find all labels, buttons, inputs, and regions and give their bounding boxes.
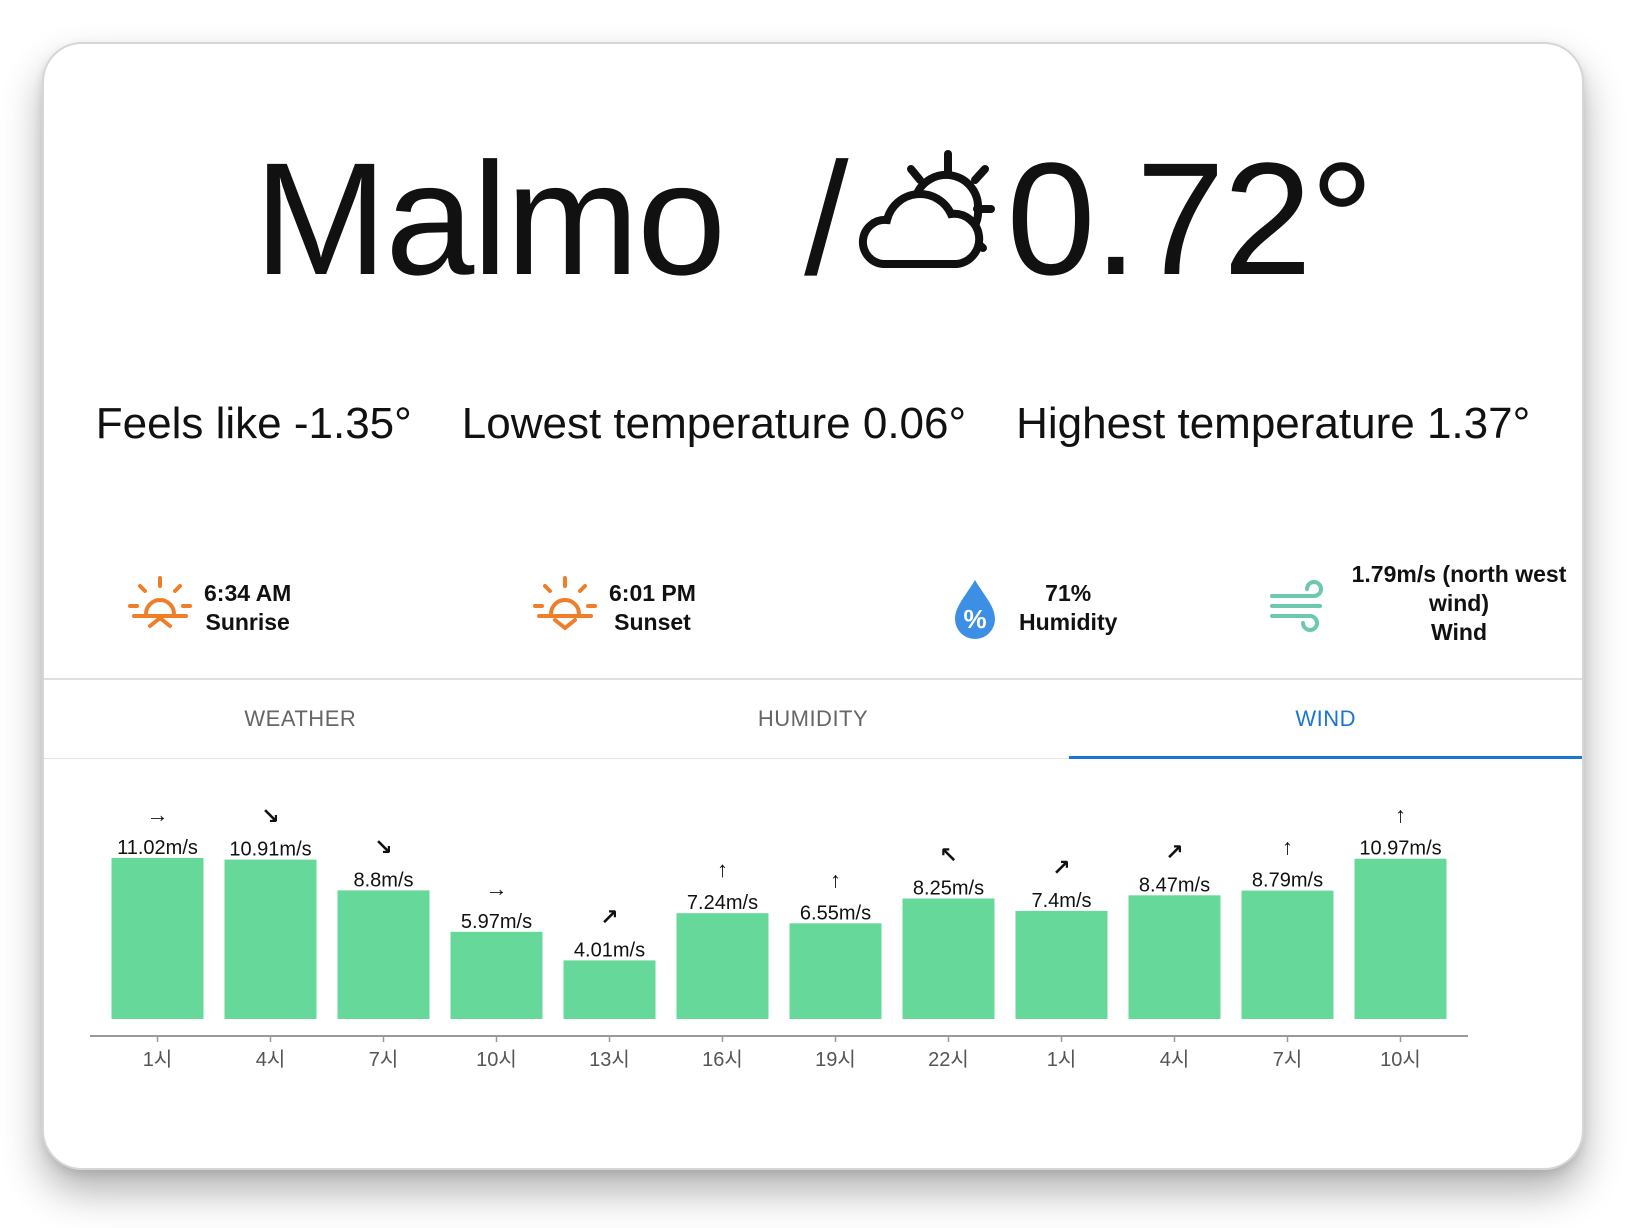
svg-text:%: % <box>963 604 986 634</box>
bar-value-label: 8.79m/s <box>1252 870 1323 892</box>
sunrise-stat: 6:34 AM Sunrise <box>124 572 291 644</box>
wind-direction-arrow: ↑ <box>717 857 728 882</box>
headline-separator: / <box>804 129 848 308</box>
wind-direction-arrow: → <box>147 802 169 827</box>
tab-humidity[interactable]: HUMIDITY <box>757 706 869 731</box>
bar-value-label: 6.55m/s <box>800 902 871 924</box>
wind-direction-arrow: ↗ <box>1165 839 1183 864</box>
wind-bar <box>676 913 769 1019</box>
humidity-drop-icon: % <box>955 580 995 639</box>
bar-value-label: 8.47m/s <box>1139 874 1210 896</box>
sunset-stat: 6:01 PM Sunset <box>529 572 696 644</box>
stats-row: 6:34 AM Sunrise 6:01 PM Sunset <box>44 561 1582 662</box>
x-tick-label: 4시 <box>256 1049 286 1071</box>
bar-value-label: 5.97m/s <box>461 911 532 933</box>
wind-label: Wind <box>1431 619 1487 645</box>
bar-value-label: 8.8m/s <box>353 869 413 891</box>
wind-direction-arrow: ↘ <box>261 804 279 829</box>
wind-bar <box>1241 890 1334 1019</box>
wind-bar <box>111 858 204 1019</box>
wind-bar <box>450 931 543 1019</box>
tab-weather[interactable]: WEATHER <box>244 706 357 731</box>
bar-value-label: 11.02m/s <box>117 837 198 859</box>
bar-value-label: 4.01m/s <box>574 939 645 961</box>
humidity-stat: % 71% Humidity <box>939 572 1117 644</box>
x-tick-label: 10시 <box>1380 1049 1421 1071</box>
highest-temperature: Highest temperature 1.37° <box>1016 399 1531 448</box>
wind-direction-arrow: ↑ <box>1395 803 1406 828</box>
x-tick-label: 10시 <box>476 1049 517 1071</box>
x-tick-label: 19시 <box>815 1049 856 1071</box>
x-tick-label: 7시 <box>1273 1049 1303 1071</box>
partly-cloudy-day-icon <box>858 150 995 268</box>
wind-bar <box>789 923 882 1019</box>
lowest-temperature: Lowest temperature 0.06° <box>461 399 967 448</box>
bar-value-label: 10.91m/s <box>229 839 311 861</box>
wind-chart: 11.02m/s → 1시 10.91m/s ↘ 4시 8.8m/s ↘ 7시 5.97m/s → 1… <box>44 757 1582 1137</box>
x-tick-label: 22시 <box>928 1049 969 1071</box>
feels-like: Feels like -1.35° <box>95 399 412 448</box>
bar-value-label: 10.97m/s <box>1359 838 1441 860</box>
weather-card: Malmo / 0.72° Feels like -1.35° Lowest t… <box>42 42 1584 1170</box>
x-tick-label: 16시 <box>702 1049 743 1071</box>
wind-value: 1.79m/s (north west wind) <box>1351 561 1567 616</box>
wind-bar <box>1015 910 1108 1019</box>
wind-bar <box>337 890 430 1019</box>
humidity-value: 71% <box>1045 580 1092 606</box>
wind-direction-arrow: → <box>486 876 508 901</box>
bar-value-label: 7.4m/s <box>1031 890 1091 912</box>
sunset-time: 6:01 PM <box>609 580 696 606</box>
bar-value-label: 8.25m/s <box>913 878 984 900</box>
sunset-icon <box>533 576 597 631</box>
wind-bar-chart: 11.02m/s → 1시 10.91m/s ↘ 4시 8.8m/s ↘ 7시 5.97m/s → 1… <box>90 802 1468 1071</box>
x-tick-label: 1시 <box>143 1049 173 1071</box>
wind-icon <box>1270 579 1323 632</box>
wind-stat: 1.79m/s (north west wind) Wind <box>1264 560 1574 647</box>
temperature-summary: Feels like -1.35° Lowest temperature 0.0… <box>44 399 1582 449</box>
wind-bar <box>1128 895 1221 1019</box>
wind-direction-arrow: ↘ <box>374 834 392 859</box>
sunrise-label: Sunrise <box>205 609 290 635</box>
x-tick-label: 13시 <box>589 1049 630 1071</box>
tab-wind[interactable]: WIND <box>1069 680 1582 759</box>
humidity-label: Humidity <box>1019 609 1118 635</box>
sunset-label: Sunset <box>614 609 691 635</box>
wind-direction-arrow: ↖ <box>939 843 957 868</box>
sunrise-icon <box>128 576 192 628</box>
city-name: Malmo <box>254 129 726 308</box>
headline: Malmo / 0.72° <box>44 129 1582 308</box>
wind-bar <box>563 960 656 1019</box>
x-tick-label: 4시 <box>1160 1049 1190 1071</box>
wind-bar <box>1354 858 1447 1019</box>
sunrise-time: 6:34 AM <box>204 580 292 606</box>
tab-bar: WEATHER HUMIDITY WIND <box>44 678 1582 759</box>
x-tick-label: 1시 <box>1047 1049 1077 1071</box>
wind-direction-arrow: ↗ <box>1052 855 1070 880</box>
current-temperature: 0.72° <box>1006 129 1374 308</box>
wind-direction-arrow: ↑ <box>830 867 841 892</box>
wind-direction-arrow: ↗ <box>600 904 618 929</box>
wind-bar <box>902 898 995 1019</box>
wind-bar <box>224 859 317 1019</box>
bar-value-label: 7.24m/s <box>687 892 758 914</box>
x-tick-label: 7시 <box>369 1049 399 1071</box>
wind-direction-arrow: ↑ <box>1282 835 1293 860</box>
